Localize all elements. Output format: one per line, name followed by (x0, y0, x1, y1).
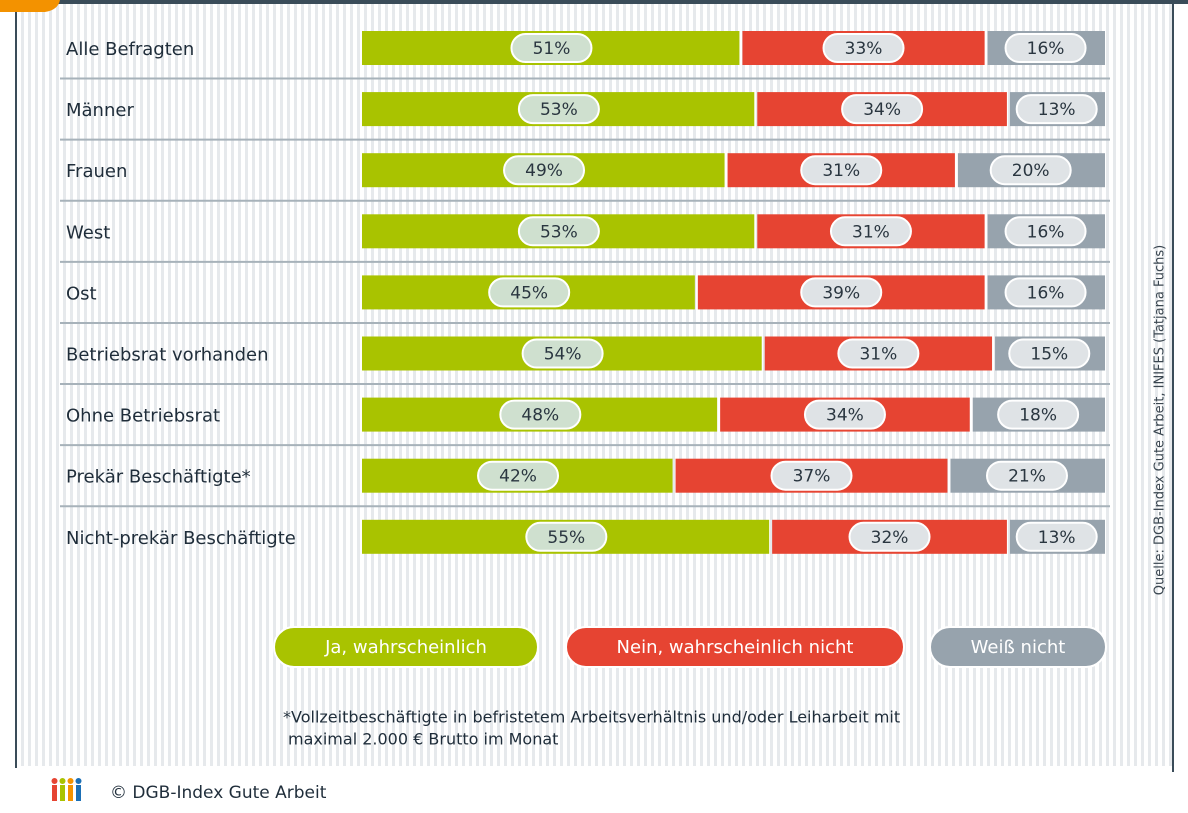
value-label: 48% (521, 406, 559, 426)
value-label: 53% (540, 222, 578, 242)
legend-label: Ja, wahrscheinlich (324, 637, 487, 658)
value-label: 37% (793, 467, 831, 487)
value-label: 16% (1027, 39, 1065, 59)
footnote: *Vollzeitbeschäftigte in befristetem Arb… (283, 708, 900, 727)
value-label: 49% (525, 161, 563, 181)
value-label: 33% (845, 39, 883, 59)
value-label-pill (477, 460, 560, 491)
value-label-pill (803, 399, 886, 430)
value-label: 31% (852, 222, 890, 242)
value-label: 55% (547, 528, 585, 548)
category-label: Ohne Betriebsrat (66, 406, 220, 427)
value-label: 20% (1012, 161, 1050, 181)
legend-label: Nein, wahrscheinlich nicht (617, 637, 854, 658)
value-label-pill (770, 460, 853, 491)
value-label-pill (1015, 521, 1098, 552)
value-label-pill (989, 155, 1072, 186)
value-label-pill (1015, 94, 1098, 125)
category-label: Betriebsrat vorhanden (66, 345, 268, 366)
value-label-pill (848, 521, 931, 552)
source: Quelle: DGB-Index Gute Arbeit, INIFES (T… (1153, 245, 1168, 595)
value-label: 45% (510, 283, 548, 303)
value-label-pill (517, 216, 600, 247)
value-label-pill (800, 155, 883, 186)
legend-label: Weiß nicht (971, 637, 1066, 658)
category-label: West (66, 222, 110, 243)
value-label-pill (1004, 277, 1087, 308)
category-label: Alle Befragten (66, 39, 194, 60)
value-label-pill (837, 338, 920, 369)
value-label-pill (1004, 216, 1087, 247)
category-label: Frauen (66, 161, 127, 182)
value-label-pill (985, 460, 1068, 491)
value-label: 39% (822, 283, 860, 303)
value-label: 16% (1027, 283, 1065, 303)
left-border (15, 0, 17, 768)
value-label-pill (503, 155, 586, 186)
value-label: 53% (540, 100, 578, 120)
value-label: 31% (822, 161, 860, 181)
logo (51, 778, 82, 801)
category-label: Prekär Beschäftigte* (66, 467, 251, 488)
value-label-pill (800, 277, 883, 308)
value-label-pill (521, 338, 604, 369)
top-border (0, 0, 1188, 4)
value-label: 21% (1008, 467, 1046, 487)
value-label: 32% (871, 528, 909, 548)
value-label: 34% (863, 100, 901, 120)
value-label: 51% (533, 39, 571, 59)
value-label-pill (822, 33, 905, 63)
value-label-pill (841, 94, 924, 125)
category-label: Ost (66, 283, 97, 304)
right-border (1172, 0, 1174, 772)
legend-swatch (929, 626, 1107, 668)
value-label: 31% (859, 345, 897, 365)
category-label: Männer (66, 100, 134, 121)
value-label-pill (997, 399, 1080, 430)
legend-swatch (273, 626, 539, 668)
value-label-pill (510, 33, 593, 63)
value-label: 18% (1019, 406, 1057, 426)
value-label: 13% (1038, 528, 1076, 548)
value-label: 54% (544, 345, 582, 365)
value-label-pill (517, 94, 600, 125)
footnote: maximal 2.000 € Brutto im Monat (288, 730, 558, 749)
value-label-pill (1004, 33, 1087, 63)
value-label: 15% (1030, 345, 1068, 365)
value-label-pill (499, 399, 582, 430)
legend-swatch (565, 626, 905, 668)
value-label-pill (829, 216, 912, 247)
value-label: 42% (499, 467, 537, 487)
value-label-pill (525, 521, 608, 552)
value-label: 16% (1027, 222, 1065, 242)
corner-tab (0, 0, 60, 12)
value-label: 13% (1038, 100, 1076, 120)
value-label: 34% (826, 406, 864, 426)
value-label-pill (488, 277, 571, 308)
category-label: Nicht-prekär Beschäftigte (66, 528, 296, 549)
value-label-pill (1008, 338, 1091, 369)
copyright: © DGB-Index Gute Arbeit (110, 783, 327, 803)
